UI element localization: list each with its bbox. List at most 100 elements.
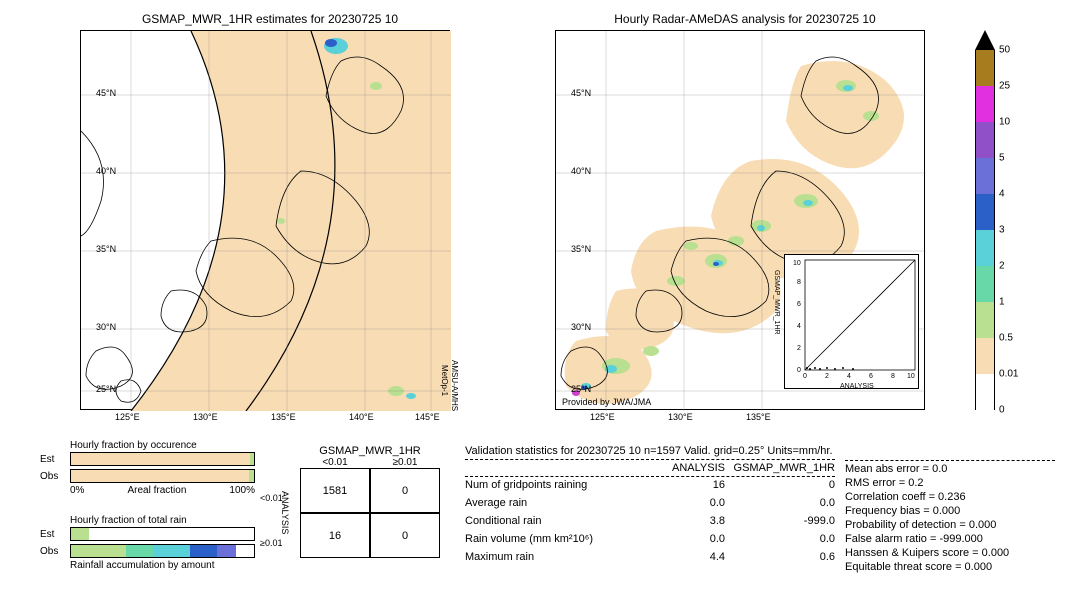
stats-val-b: 0.0 [725,497,835,509]
lat-tick: 40°N [571,166,591,176]
right-map-title: Hourly Radar-AMeDAS analysis for 2023072… [555,12,935,26]
svg-text:2: 2 [825,373,829,380]
lat-tick: 35°N [571,244,591,254]
colorbar-segment [975,86,995,122]
row-label: Est [40,529,70,540]
lat-tick: 45°N [571,88,591,98]
colorbar-segment [975,302,995,338]
stats-panel: Validation statistics for 20230725 10 n=… [465,445,835,569]
lon-tick: 145°E [415,412,440,422]
swath-fill [131,31,451,411]
bar-track [70,527,255,541]
colorbar-tick: 0 [999,405,1005,416]
occ-xlabel-mid: Areal fraction [84,485,229,496]
row-label: Obs [40,471,70,482]
stats-row: Average rain0.00.0 [465,497,835,509]
colorbar-tick: 10 [999,117,1010,128]
row-label: Obs [40,546,70,557]
ct-col-h1: ≥0.01 [370,457,440,468]
lon-tick: 135°E [271,412,296,422]
svg-text:0: 0 [797,367,801,374]
svg-text:ANALYSIS: ANALYSIS [840,383,874,390]
stats-colh-1: ANALYSIS [645,462,725,474]
stats-colh-2: GSMAP_MWR_1HR [725,462,835,474]
stats-val-a: 16 [645,479,725,491]
stats-row: Rain volume (mm km²10⁶)0.00.0 [465,533,835,545]
bar-track [70,452,255,466]
colorbar-tick: 25 [999,81,1010,92]
lat-tick: 30°N [571,322,591,332]
stats-label: Rain volume (mm km²10⁶) [465,533,645,545]
colorbar-tick: 1 [999,297,1005,308]
metric-row: Probability of detection = 0.000 [845,519,1075,531]
scatter-inset: 0246810 0246810 ANALYSIS GSMAP_MWR_1HR [784,254,919,389]
sensor-label: AMSU-A/MHS [450,360,459,411]
totalrain-row: Est [40,526,255,542]
colorbar-tick: 3 [999,225,1005,236]
lon-tick: 130°E [193,412,218,422]
colorbar-segment [975,338,995,374]
svg-text:10: 10 [793,260,801,267]
metric-row: Mean abs error = 0.0 [845,463,1075,475]
ct-cell-00: 1581 [300,468,370,513]
colorbar-segment [975,122,995,158]
svg-text:4: 4 [797,323,801,330]
ct-col-h0: <0.01 [300,457,370,468]
stats-val-a: 3.8 [645,515,725,527]
stats-val-b: 0.6 [725,551,835,563]
lat-tick: 35°N [96,244,116,254]
colorbar-tick: 50 [999,45,1010,56]
lat-tick: 25°N [96,384,116,394]
ct-cell-10: 16 [300,513,370,558]
metric-row: False alarm ratio = -999.000 [845,533,1075,545]
colorbar-tick: 0.01 [999,369,1018,380]
bar-track [70,544,255,558]
totalrain-panel: Hourly fraction of total rain EstObs Rai… [40,515,255,571]
totalrain-row: Obs [40,543,255,559]
metric-row: RMS error = 0.2 [845,477,1075,489]
stats-label: Maximum rain [465,551,645,563]
svg-text:8: 8 [891,373,895,380]
colorbar-tick: 4 [999,189,1005,200]
svg-text:6: 6 [869,373,873,380]
ct-row-h1: ≥0.01 [260,538,282,548]
right-map: 0246810 0246810 ANALYSIS GSMAP_MWR_1HR [555,30,925,410]
lat-tick: 40°N [96,166,116,176]
colorbar-segment [975,230,995,266]
colorbar: 502510543210.50.010 [975,30,995,410]
ct-col-title: GSMAP_MWR_1HR [300,445,440,457]
lon-tick: 125°E [590,412,615,422]
stats-label: Average rain [465,497,645,509]
colorbar-segment [975,50,995,86]
occurrence-title: Hourly fraction by occurence [70,440,255,451]
occurrence-row: Est [40,451,255,467]
stats-row: Num of gridpoints raining160 [465,479,835,491]
metric-row: Frequency bias = 0.000 [845,505,1075,517]
colorbar-segment [975,158,995,194]
occurrence-panel: Hourly fraction by occurence EstObs 0% A… [40,440,255,496]
occ-xlabel-right: 100% [229,485,255,496]
metrics-panel: Mean abs error = 0.0RMS error = 0.2Corre… [845,458,1075,575]
svg-text:2: 2 [797,345,801,352]
ct-cell-11: 0 [370,513,440,558]
svg-text:4: 4 [847,373,851,380]
lat-tick: 30°N [96,322,116,332]
colorbar-segment [975,194,995,230]
occurrence-row: Obs [40,468,255,484]
lon-tick: 130°E [668,412,693,422]
totalrain-caption: Rainfall accumulation by amount [70,560,255,571]
colorbar-segment [975,266,995,302]
lon-tick: 125°E [115,412,140,422]
svg-text:10: 10 [907,373,915,380]
stats-val-a: 0.0 [645,533,725,545]
ct-cell-01: 0 [370,468,440,513]
stats-val-a: 0.0 [645,497,725,509]
stats-val-b: -999.0 [725,515,835,527]
stats-val-b: 0.0 [725,533,835,545]
stats-row: Maximum rain4.40.6 [465,551,835,563]
contingency-table: GSMAP_MWR_1HR <0.01 ≥0.01 ANALYSIS 1581 … [280,445,440,558]
svg-text:6: 6 [797,301,801,308]
stats-val-b: 0 [725,479,835,491]
stats-label: Conditional rain [465,515,645,527]
metric-row: Equitable threat score = 0.000 [845,561,1075,573]
